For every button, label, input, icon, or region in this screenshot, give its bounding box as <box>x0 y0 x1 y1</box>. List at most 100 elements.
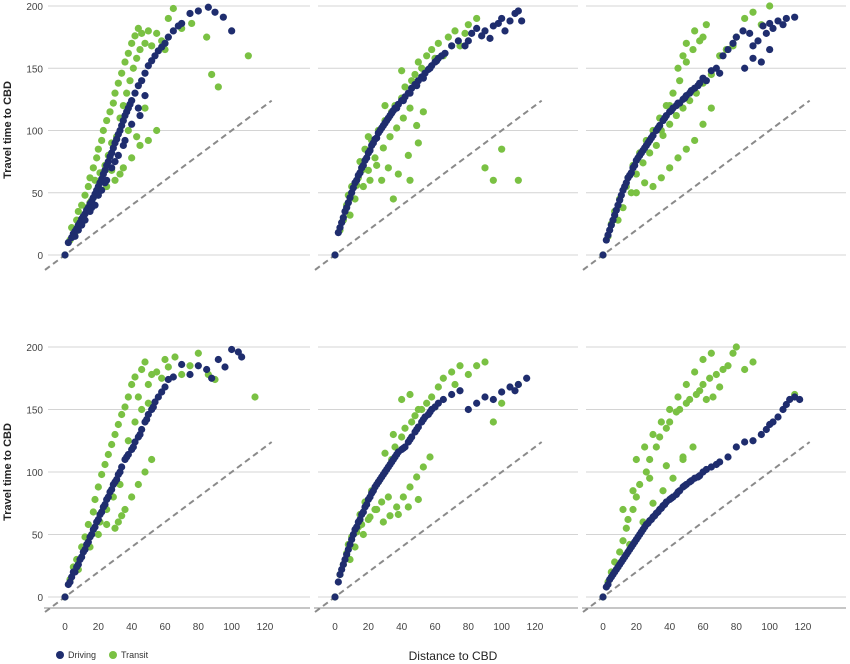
point-transit <box>696 387 704 395</box>
x-tick-label: 40 <box>664 622 676 633</box>
x-tick-label: 100 <box>493 622 510 633</box>
point-transit <box>381 449 389 457</box>
points-group <box>61 3 252 259</box>
y-tick-label: 150 <box>26 406 43 417</box>
point-transit <box>128 154 136 162</box>
point-driving <box>141 69 149 77</box>
point-driving <box>604 231 612 239</box>
point-driving <box>78 221 86 229</box>
point-transit <box>381 102 389 110</box>
point-transit <box>366 513 374 521</box>
point-transit <box>627 189 635 197</box>
y-tick-label: 150 <box>26 64 43 75</box>
point-driving <box>339 214 347 222</box>
point-transit <box>669 474 677 482</box>
point-transit <box>473 14 481 23</box>
point-transit <box>129 64 137 72</box>
point-driving <box>657 504 665 512</box>
point-driving <box>349 530 357 539</box>
point-transit <box>741 365 749 374</box>
point-transit <box>498 399 506 407</box>
point-transit <box>138 365 146 374</box>
point-driving <box>419 415 427 424</box>
point-driving <box>83 540 91 549</box>
point-transit <box>379 144 387 152</box>
point-transit <box>428 393 436 401</box>
point-transit <box>674 154 682 162</box>
point-driving <box>514 7 522 15</box>
point-transit <box>709 393 717 401</box>
y-tick-label: 200 <box>26 2 43 13</box>
point-transit <box>94 530 102 539</box>
point-driving <box>141 92 149 100</box>
point-driving <box>687 87 695 95</box>
point-driving <box>363 500 371 509</box>
point-transit <box>619 537 627 545</box>
point-transit <box>101 460 109 469</box>
point-transit <box>413 121 421 130</box>
point-driving <box>732 443 740 451</box>
point-driving <box>221 363 229 371</box>
point-transit <box>379 518 387 526</box>
point-transit <box>646 455 654 464</box>
point-driving <box>754 37 762 45</box>
reference-line <box>582 99 811 271</box>
point-driving <box>694 473 702 481</box>
point-transit <box>124 126 132 135</box>
point-transit <box>148 42 156 50</box>
point-transit <box>766 2 774 10</box>
point-driving <box>473 24 481 33</box>
point-transit <box>399 114 407 122</box>
point-transit <box>616 548 624 556</box>
point-driving <box>359 161 367 169</box>
point-driving <box>473 399 481 407</box>
point-driving <box>454 37 462 45</box>
point-transit <box>434 383 442 391</box>
point-transit <box>732 343 740 351</box>
point-transit <box>208 70 216 79</box>
point-transit <box>448 368 456 376</box>
point-driving <box>211 8 219 16</box>
point-driving <box>383 465 391 474</box>
point-transit <box>451 27 459 35</box>
point-transit <box>371 154 379 162</box>
point-driving <box>99 503 107 511</box>
point-transit <box>394 170 402 178</box>
point-transit <box>94 145 102 153</box>
point-transit <box>706 374 714 382</box>
panel-6: 0 20 40 60 80 100 120 <box>582 343 846 633</box>
point-transit <box>676 77 684 85</box>
point-transit <box>413 473 421 481</box>
point-driving <box>687 477 695 485</box>
point-transit <box>398 67 406 75</box>
point-transit <box>682 145 690 153</box>
point-transit <box>481 164 489 172</box>
point-driving <box>434 399 442 407</box>
point-transit <box>158 374 166 382</box>
point-driving <box>66 578 74 586</box>
point-transit <box>632 189 640 197</box>
point-transit <box>659 487 667 495</box>
point-driving <box>637 528 645 536</box>
point-transit <box>153 126 161 135</box>
point-driving <box>346 194 354 202</box>
point-driving <box>123 453 131 461</box>
point-transit <box>144 27 152 35</box>
point-driving <box>86 207 94 216</box>
point-transit <box>118 410 126 419</box>
point-driving <box>426 408 434 416</box>
point-driving <box>349 184 357 192</box>
point-transit <box>642 468 650 476</box>
point-transit <box>406 483 414 491</box>
point-transit <box>619 505 627 514</box>
point-transit <box>366 176 374 184</box>
point-transit <box>114 79 122 87</box>
point-transit <box>699 120 707 128</box>
point-transit <box>346 211 354 219</box>
point-driving <box>114 151 122 159</box>
point-driving <box>228 345 236 354</box>
y-tick-label: 200 <box>26 343 43 354</box>
point-transit <box>99 126 107 135</box>
point-transit <box>423 399 431 407</box>
